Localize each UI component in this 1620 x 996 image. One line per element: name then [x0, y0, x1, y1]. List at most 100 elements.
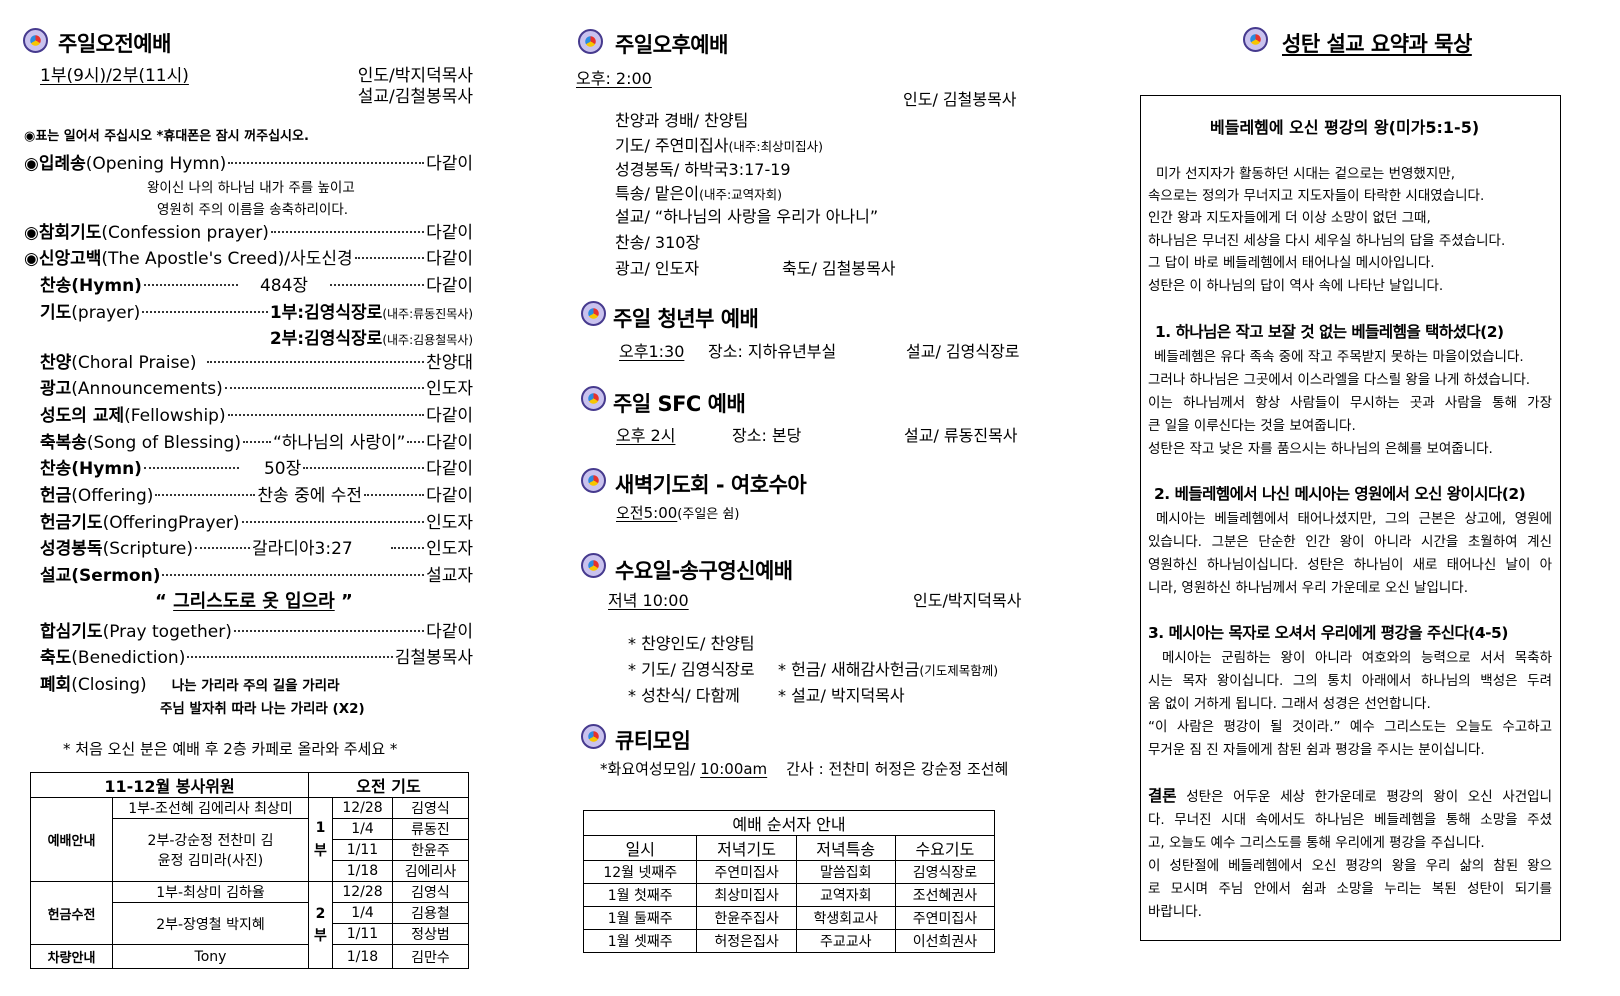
- afternoon-item: 특송/ 맡은이(내주:교역자회): [615, 184, 783, 203]
- church-emblem-icon: [581, 386, 606, 411]
- sfc-time: 오후 2시: [616, 426, 676, 445]
- order-blessing-song: 축복송 (Song of Blessing) “하나님의 사랑이” 다같이: [40, 433, 473, 453]
- point-line: 니라, 영원하신 하나님께서 우리 가운데로 오신 날입니다.: [1148, 580, 1468, 596]
- lyrics-line: 영원히 주의 이름을 송축하리이다.: [157, 202, 349, 218]
- intro-line: 인간 왕과 지도자들에게 더 이상 소망이 없던 그때,: [1148, 210, 1431, 226]
- church-emblem-icon: [581, 468, 606, 493]
- wednesday-item: * 성찬식/ 다함께: [628, 686, 740, 705]
- sfc-place: 장소: 본당: [732, 426, 802, 445]
- conclusion-line: 결론 성탄은 어두운 세상 한가운데로 평강의 왕이 오신 사건입니: [1148, 787, 1553, 805]
- point-line: 영원하신 하나님이십니다. 성탄은 하나님이 새로 태어나신 날이 아: [1148, 557, 1552, 573]
- afternoon-item: 성경봉독/ 하박국3:17-19: [615, 160, 791, 179]
- afternoon-item: 기도/ 주연미집사(내주:최상미집사): [615, 136, 823, 155]
- table-row: 1월 둘째주 한윤주집사 학생회교사 주연미집사: [582, 906, 996, 930]
- lyrics-line: 왕이신 나의 하나님 내가 주를 높이고: [147, 180, 355, 196]
- conclusion-line: 이 성탄절에 베들레헴에서 오신 평강의 왕을 우리 삶의 참된 왕으: [1148, 858, 1552, 874]
- order-offering: 헌금 (Offering) 찬송 중에 수전 다같이: [40, 486, 473, 506]
- order-closing: 폐회 (Closing) 나는 가리라 주의 길을 가리라: [40, 675, 340, 695]
- afternoon-leader: 인도/ 김철봉목사: [903, 90, 1017, 109]
- wednesday-time: 저녁 10:00: [608, 591, 689, 610]
- summary-title: 베들레헴에 오신 평강의 왕(미가5:1-5): [1210, 118, 1480, 137]
- point-line: 시는 목자 왕이십니다. 그의 통치 아래에서 하나님의 백성은 두려: [1148, 673, 1552, 689]
- afternoon-time: 오후: 2:00: [576, 69, 652, 88]
- order-sermon: 설교 (Sermon) 설교자: [40, 566, 473, 586]
- wednesday-title: 수요일-송구영신예배: [615, 559, 793, 583]
- sermon-title: “ 그리스도로 옷 입으라 ”: [155, 591, 353, 612]
- afternoon-title: 주일오후예배: [615, 33, 728, 57]
- sermon-summary-box: [1140, 95, 1561, 941]
- point-line: 성탄은 작고 낮은 자를 품으시는 하나님의 은혜를 보여줍니다.: [1148, 441, 1493, 457]
- wednesday-item: * 헌금/ 새해감사헌금(기도제목함께): [778, 660, 999, 679]
- morning-title: 주일오전예배: [58, 32, 171, 56]
- church-emblem-icon: [581, 553, 606, 578]
- point-line: 그러나 하나님은 그곳에서 이스라엘을 다스릴 왕을 나게 하셨습니다.: [1148, 372, 1531, 388]
- order-hymn: 찬송 (Hymn) 484장 다같이: [40, 276, 473, 296]
- intro-line: 속으로는 정의가 무너지고 지도자들이 타락한 시대였습니다.: [1148, 188, 1485, 204]
- intro-line: 성탄은 이 하나님의 답이 역사 속에 나타난 날입니다.: [1148, 278, 1444, 294]
- order-choral: 찬양 (Choral Praise) 찬양대: [40, 353, 473, 373]
- church-emblem-icon: [23, 28, 48, 53]
- wednesday-item: * 기도/ 김영식장로: [628, 660, 755, 679]
- afternoon-benediction: 축도/ 김철봉목사: [782, 259, 896, 278]
- afternoon-item: 찬송/ 310장: [615, 233, 701, 252]
- wednesday-item: * 설교/ 박지덕목사: [778, 686, 905, 705]
- qt-title: 큐티모임: [615, 729, 691, 753]
- table-row: 1월 첫째주 최상미집사 교역자회 조선혜권사: [582, 883, 996, 907]
- church-emblem-icon: [578, 29, 603, 54]
- dawn-time: 오전5:00(주일은 쉼): [616, 504, 740, 522]
- schedule-table: 예배 순서자 안내 일시 저녁기도 저녁특송 수요기도 12월 넷째주 주연미집사 말씀집…: [582, 810, 996, 953]
- table-row: 1월 셋째주 허정은집사 주교교사 이선희권사: [582, 929, 996, 953]
- youth-place: 장소: 지하유년부실: [708, 342, 837, 361]
- order-scripture: 성경봉독 (Scripture) 갈라디아3:27 인도자: [40, 539, 473, 559]
- order-opening-hymn: ◉ 입례송 (Opening Hymn) 다같이: [24, 154, 473, 174]
- morning-preacher: 설교/김철봉목사: [357, 87, 473, 107]
- point-title: 3. 메시아는 목자로 오셔서 우리에게 평강을 주신다(4-5): [1148, 624, 1508, 642]
- church-emblem-icon: [1243, 27, 1268, 52]
- order-prayer-2nd: 2부:김영식장로(내주:김용철목사): [269, 329, 473, 349]
- point-line: “이 사람은 평강이 될 것이라.” 예수 그리스도는 오늘도 수고하고: [1148, 719, 1552, 735]
- point-title: 2. 베들레헴에서 나신 메시아는 영원에서 오신 왕이시다(2): [1154, 485, 1526, 503]
- youth-time: 오후1:30: [619, 342, 685, 361]
- church-emblem-icon: [581, 301, 606, 326]
- point-line: 움 없이 거하게 됩니다. 그래서 성경은 선언합니다.: [1148, 696, 1431, 712]
- church-emblem-icon: [581, 724, 606, 749]
- order-creed: ◉ 신앙고백 (The Apostle's Creed)/사도신경 다같이: [24, 249, 473, 269]
- youth-preacher: 설교/ 김영식장로: [906, 342, 1020, 361]
- youth-title: 주일 청년부 예배: [613, 307, 759, 331]
- order-pray-together: 합심기도 (Pray together) 다같이: [40, 622, 473, 642]
- point-title: 1. 하나님은 작고 보잘 것 없는 베들레헴을 택하셨다(2): [1155, 323, 1504, 341]
- wednesday-leader: 인도/박지덕목사: [913, 591, 1022, 610]
- point-line: 큰 일을 이루신다는 것을 보여줍니다.: [1148, 418, 1356, 434]
- sfc-preacher: 설교/ 류동진목사: [904, 426, 1018, 445]
- point-line: 메시아는 베들레헴에서 태어나셨지만, 그의 근본은 상고에, 영원에: [1156, 511, 1552, 527]
- point-line: 무거운 짐 진 자들에게 참된 쉼과 평강을 주시는 분이십니다.: [1148, 742, 1485, 758]
- morning-note: ◉표는 일어서 주십시오 *휴대폰은 잠시 꺼주십시오.: [24, 129, 309, 144]
- summary-heading: 성탄 설교 요약과 묵상: [1282, 32, 1472, 56]
- point-line: 있습니다. 그분은 단순한 인간 왕이 아니라 시간을 초월하여 계신: [1148, 534, 1552, 550]
- afternoon-item: 설교/ “하나님의 사랑을 우리가 아나니”: [615, 207, 879, 226]
- order-confession: ◉ 참회기도 (Confession prayer) 다같이: [24, 223, 473, 243]
- intro-line: 미가 선지자가 활동하던 시대는 겉으로는 번영했지만,: [1156, 166, 1455, 182]
- order-announcements: 광고 (Announcements) 인도자: [40, 379, 473, 399]
- conclusion-line: 고, 오늘도 예수 그리스도를 통해 우리에게 평강을 주십니다.: [1148, 835, 1485, 851]
- point-line: 베들레헴은 유다 족속 중에 작고 주목받지 못하는 마을이었습니다.: [1154, 349, 1524, 365]
- order-offering-prayer: 헌금기도 (OfferingPrayer) 인도자: [40, 513, 473, 533]
- closing-song-line: 주님 발자취 따라 나는 가리라 (X2): [160, 701, 365, 717]
- point-line: 이는 하나님께서 항상 사람들이 무시하는 곳과 사람을 통해 가장: [1148, 395, 1552, 411]
- intro-line: 하나님은 무너진 세상을 다시 세우실 하나님의 답을 주셨습니다.: [1148, 233, 1506, 249]
- intro-line: 그 답이 바로 베들레헴에서 태어나실 메시아입니다.: [1148, 255, 1435, 271]
- wednesday-item: * 찬양인도/ 찬양팀: [628, 634, 755, 653]
- conclusion-line: 바랍니다.: [1148, 904, 1202, 920]
- morning-time: 1부(9시)/2부(11시): [40, 66, 189, 86]
- qt-info: *화요여성모임/ 10:00am 간사 : 전찬미 허정은 강순정 조선혜: [600, 760, 1009, 778]
- first-visit-note: * 처음 오신 분은 예배 후 2층 카페로 올라와 주세요 *: [63, 740, 398, 758]
- order-hymn-2: 찬송 (Hymn) 50장 다같이: [40, 459, 473, 479]
- dawn-title: 새벽기도회 - 여호수아: [615, 473, 807, 497]
- sfc-title: 주일 SFC 예배: [613, 392, 746, 416]
- order-prayer: 기도 (prayer) 1부:김영식장로 (내주:류동진목사): [40, 303, 473, 323]
- conclusion-line: 다. 무너진 시대 속에서도 하나님은 베들레헴을 통해 소망을 주셨: [1148, 812, 1552, 828]
- afternoon-item: 찬양과 경배/ 찬양팀: [615, 111, 749, 130]
- order-fellowship: 성도의 교제 (Fellowship) 다같이: [40, 406, 473, 426]
- morning-leader: 인도/박지덕목사: [357, 66, 473, 86]
